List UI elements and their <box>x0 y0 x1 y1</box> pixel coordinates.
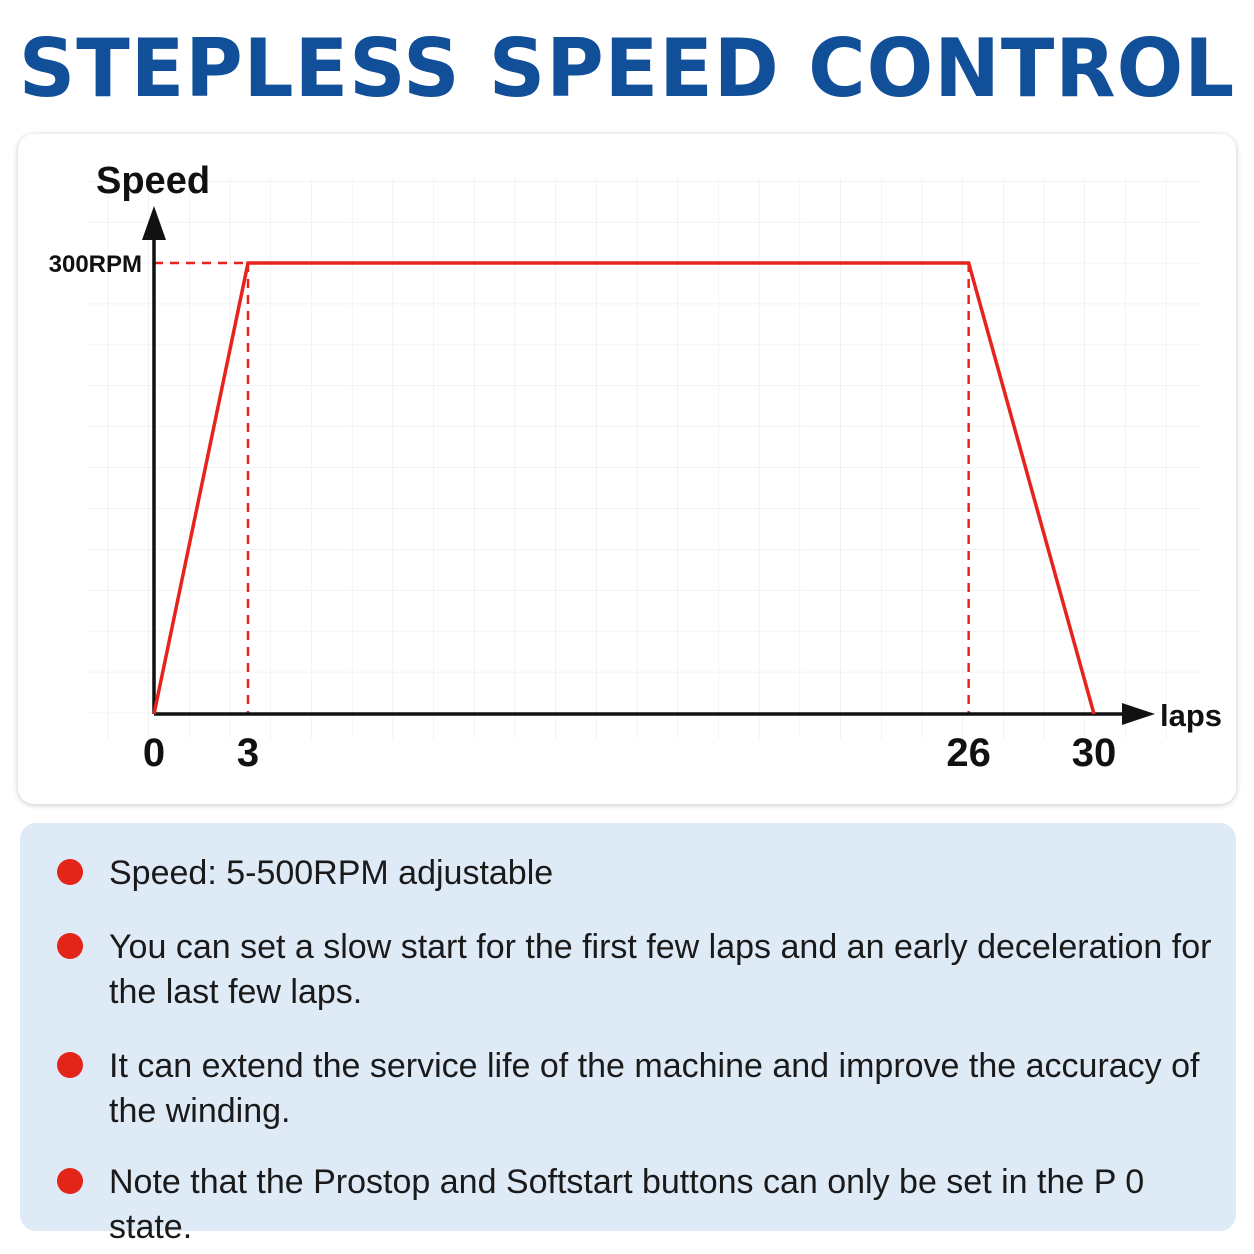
feature-item: Note that the Prostop and Softstart butt… <box>109 1163 1145 1246</box>
feature-item: It can extend the service life of the ma… <box>109 1047 1200 1130</box>
x-axis-arrow-icon <box>1122 703 1155 725</box>
y-tick-label: 300RPM <box>49 251 142 278</box>
feature-item: You can set a slow start for the first f… <box>109 928 1212 1011</box>
features-panel: Speed: 5-500RPM adjustable You can set a… <box>20 823 1236 1246</box>
bullet-icon <box>57 859 83 885</box>
y-axis-label: Speed <box>96 160 210 202</box>
x-tick-label: 26 <box>946 731 991 775</box>
x-axis-label: laps <box>1160 698 1222 733</box>
page-title: STEPLESS SPEED CONTROL <box>18 22 1236 115</box>
bullet-icon <box>57 1052 83 1078</box>
speed-profile-chart: 0 3 26 30 300RPM Speed laps <box>49 160 1222 775</box>
x-tick-label: 30 <box>1072 731 1117 775</box>
bullet-icon <box>57 933 83 959</box>
y-axis-arrow-icon <box>142 206 166 240</box>
bullet-icon <box>57 1168 83 1194</box>
chart-card: 0 3 26 30 300RPM Speed laps <box>18 134 1236 804</box>
feature-item: Speed: 5-500RPM adjustable <box>109 854 554 892</box>
chart-grid <box>88 179 1200 739</box>
x-tick-label: 3 <box>237 731 259 775</box>
speed-series-line <box>152 261 1096 715</box>
x-tick-label: 0 <box>143 731 165 775</box>
